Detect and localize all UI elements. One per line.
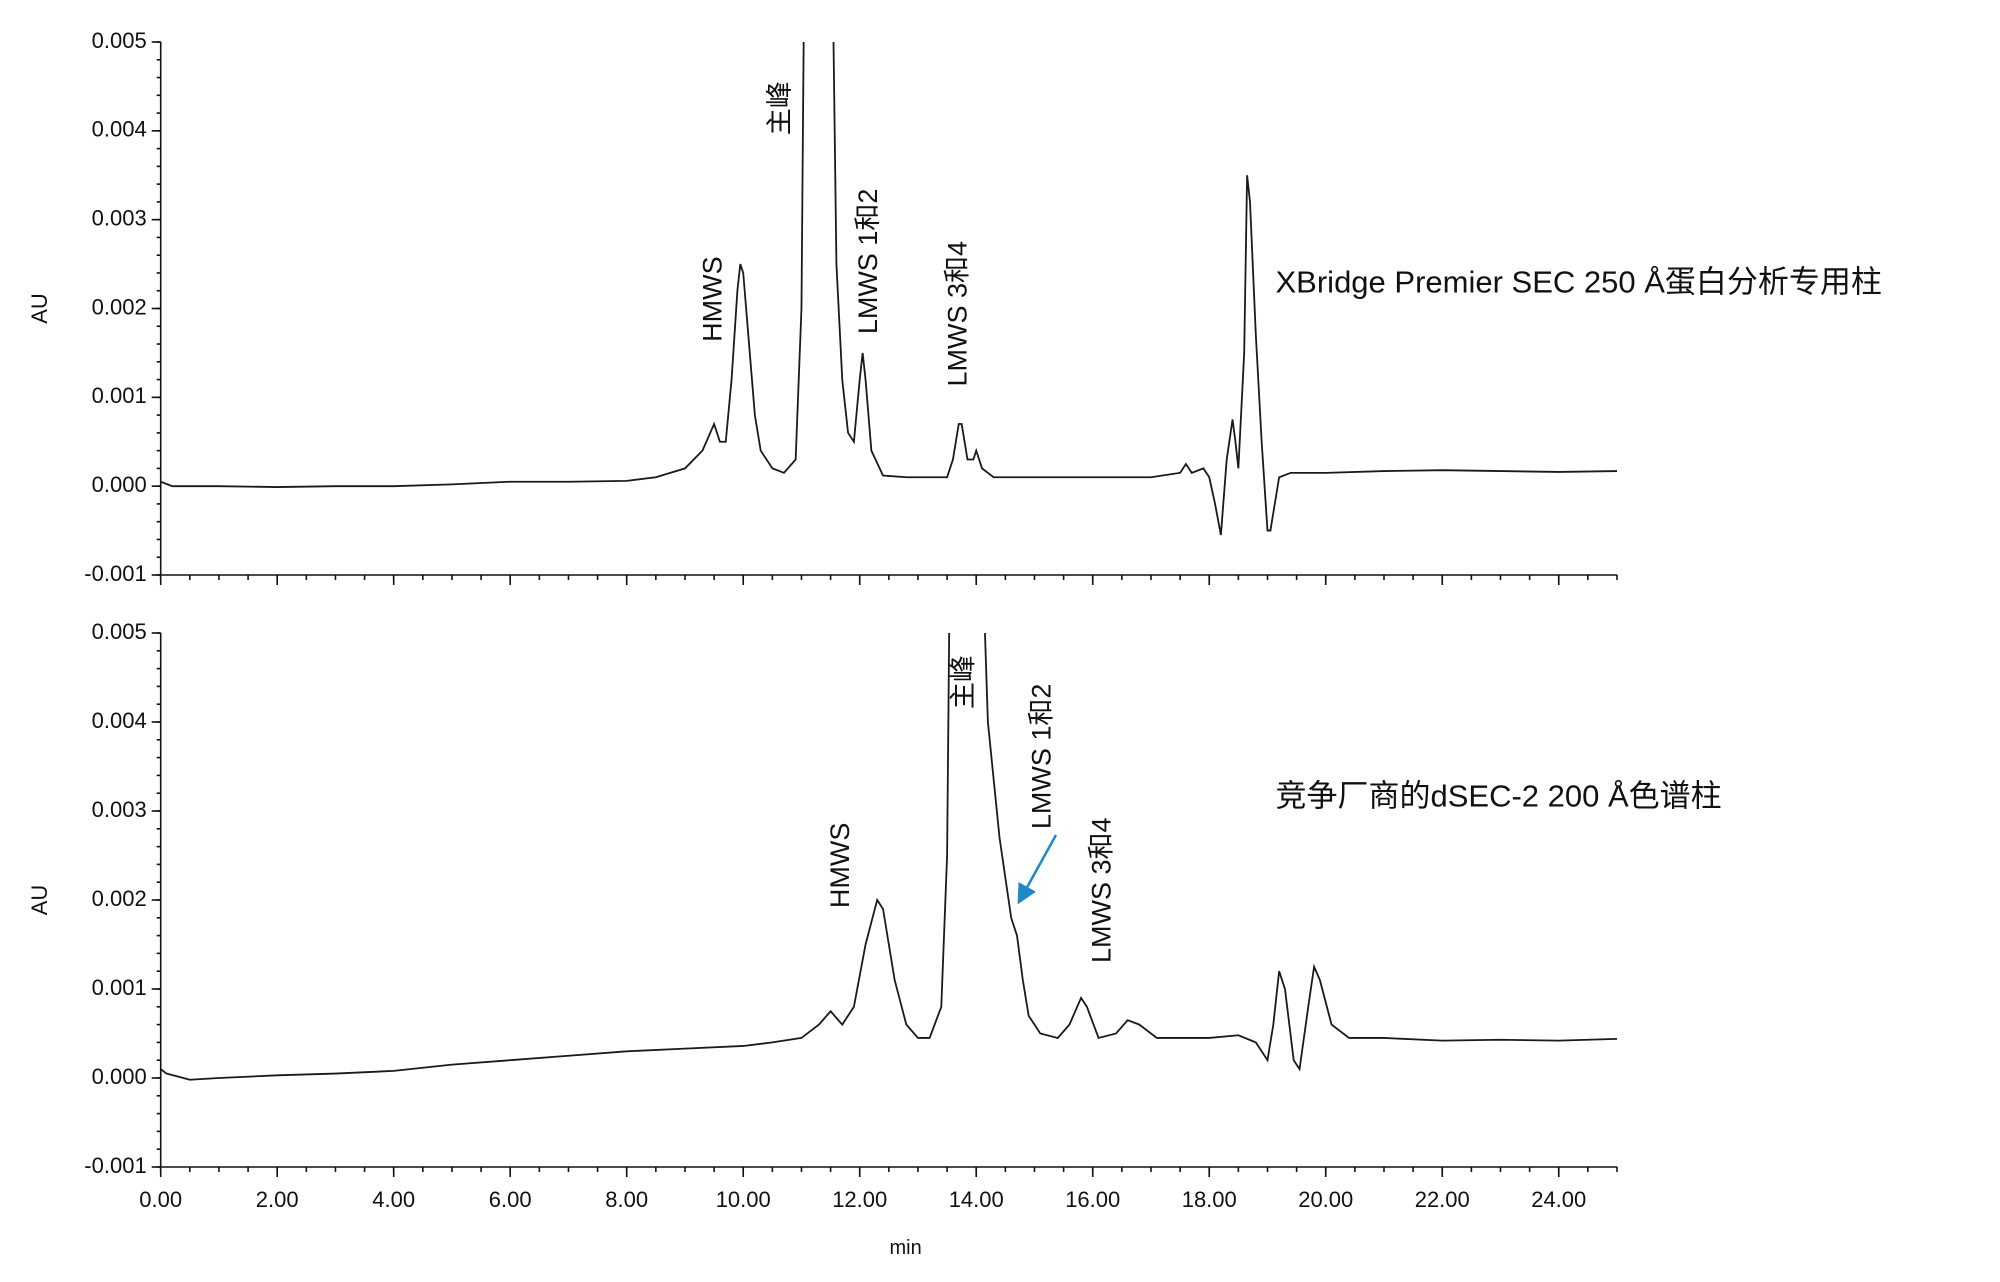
y-tick-label: 0.001 [92,383,147,408]
x-tick-label: 12.00 [832,1187,887,1212]
peak-annotation: LMWS 1和2 [1026,684,1056,830]
x-tick-label: 24.00 [1531,1187,1586,1212]
x-tick-label: 22.00 [1415,1187,1470,1212]
x-tick-label: 4.00 [372,1187,415,1212]
y-tick-label: 0.001 [92,975,147,1000]
x-tick-label: 10.00 [716,1187,771,1212]
x-tick-label: 20.00 [1298,1187,1353,1212]
chromatogram-line [160,633,1618,1081]
peak-annotation: LMWS 3和4 [942,241,972,387]
peak-annotation: HMWS [825,823,855,908]
annotation-arrow [1017,834,1058,905]
peak-annotation: 主峰 [765,81,795,135]
peak-annotation: LMWS 1和2 [853,189,883,335]
y-tick-label: -0.001 [84,1153,146,1178]
y-axis-label: AU [27,293,52,324]
peak-annotation: HMWS [697,256,727,341]
y-tick-label: 0.002 [92,886,147,911]
y-tick-label: 0.003 [92,205,147,230]
y-tick-label: 0.005 [92,619,147,644]
chromatogram-line [160,42,1618,536]
x-tick-label: 14.00 [949,1187,1004,1212]
y-tick-label: -0.001 [84,561,146,586]
series-label: 竞争厂商的dSEC-2 200 Å色谱柱 [1276,779,1722,814]
x-tick-label: 8.00 [605,1187,648,1212]
y-tick-label: 0.005 [92,28,147,53]
x-tick-label: 6.00 [489,1187,532,1212]
y-tick-label: 0.000 [92,472,147,497]
x-tick-label: 2.00 [256,1187,299,1212]
y-tick-label: 0.000 [92,1064,147,1089]
y-tick-label: 0.002 [92,294,147,319]
x-axis-label: min [889,1237,921,1259]
peak-annotation: LMWS 3和4 [1086,817,1116,963]
y-tick-label: 0.004 [92,117,147,142]
x-tick-label: 18.00 [1182,1187,1237,1212]
x-tick-label: 16.00 [1065,1187,1120,1212]
x-tick-label: 0.00 [139,1187,182,1212]
series-label: XBridge Premier SEC 250 Å蛋白分析专用柱 [1276,265,1882,300]
y-tick-label: 0.004 [92,708,147,733]
peak-annotation: 主峰 [949,655,979,709]
y-axis-label: AU [27,885,52,916]
y-tick-label: 0.003 [92,797,147,822]
